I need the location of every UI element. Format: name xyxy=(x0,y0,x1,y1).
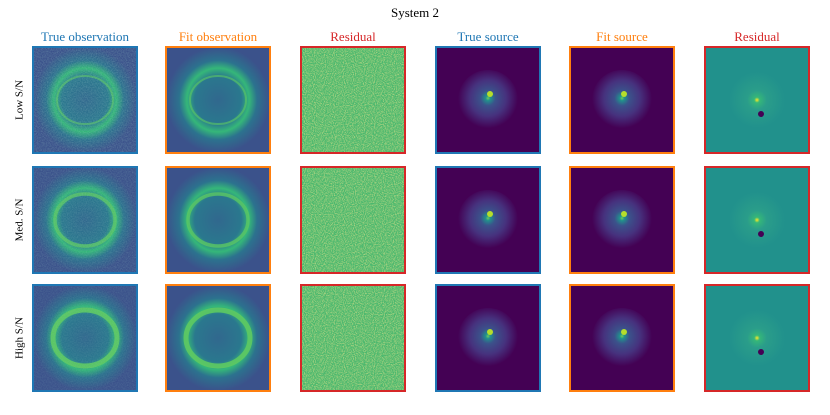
panel-image xyxy=(166,167,270,273)
residual-core xyxy=(729,192,785,248)
panel-frame xyxy=(435,46,541,154)
image-panel xyxy=(32,166,138,274)
panel-noise xyxy=(301,47,405,153)
source-blob xyxy=(592,190,652,250)
panel-noise xyxy=(301,285,405,391)
panel-frame xyxy=(300,284,406,392)
panel-frame xyxy=(435,284,541,392)
image-panel xyxy=(32,284,138,392)
image-panel xyxy=(435,46,541,154)
source-blob xyxy=(592,70,652,130)
source-blob xyxy=(458,308,518,368)
panel-noise xyxy=(301,167,405,273)
image-panel xyxy=(569,46,675,154)
panel-frame xyxy=(704,46,810,154)
panel-frame xyxy=(165,46,271,154)
image-panel xyxy=(704,46,810,154)
column-header: Fit source xyxy=(596,29,648,44)
panel-frame xyxy=(569,284,675,392)
panel-frame xyxy=(569,166,675,274)
image-panel xyxy=(569,284,675,392)
panel-noise xyxy=(33,167,137,273)
panel-noise xyxy=(301,167,405,273)
lens-ring xyxy=(186,192,250,248)
column-header: Fit observation xyxy=(179,29,258,44)
column-header: True source xyxy=(457,29,518,44)
residual-dip xyxy=(758,231,764,237)
panel-frame xyxy=(165,284,271,392)
source-blob xyxy=(592,308,652,368)
figure-title: System 2 xyxy=(391,5,439,20)
row-label: Low S/N xyxy=(14,80,26,120)
panel-noise xyxy=(33,285,137,391)
column-header: Residual xyxy=(330,29,376,44)
image-panel xyxy=(300,284,406,392)
panel-frame xyxy=(569,46,675,154)
source-spot xyxy=(487,211,493,217)
source-spot xyxy=(621,91,627,97)
image-panel xyxy=(435,284,541,392)
column-header: Residual xyxy=(734,29,780,44)
image-panel xyxy=(300,46,406,154)
image-panel xyxy=(32,46,138,154)
image-panel xyxy=(704,166,810,274)
panel-noise xyxy=(301,47,405,153)
image-panel xyxy=(165,284,271,392)
source-blob xyxy=(458,190,518,250)
panel-image xyxy=(166,47,270,153)
panel-frame xyxy=(32,166,138,274)
panel-image xyxy=(166,285,270,391)
residual-core xyxy=(729,72,785,128)
panel-noise xyxy=(301,285,405,391)
lens-ring xyxy=(183,307,253,369)
lens-ring xyxy=(189,75,247,125)
source-blob xyxy=(458,70,518,130)
residual-dip xyxy=(758,349,764,355)
image-panel xyxy=(704,284,810,392)
panel-frame xyxy=(300,166,406,274)
row-label: Med. S/N xyxy=(14,199,26,242)
panel-frame xyxy=(704,166,810,274)
residual-dip xyxy=(758,111,764,117)
image-panel xyxy=(435,166,541,274)
panel-frame xyxy=(300,46,406,154)
source-spot xyxy=(621,211,627,217)
panel-frame xyxy=(32,284,138,392)
source-spot xyxy=(487,329,493,335)
row-label: High S/N xyxy=(14,317,26,359)
panel-frame xyxy=(32,46,138,154)
panel-noise xyxy=(33,47,137,153)
panel-frame xyxy=(165,166,271,274)
panel-frame xyxy=(704,284,810,392)
image-panel xyxy=(165,46,271,154)
residual-core xyxy=(729,310,785,366)
column-header: True observation xyxy=(41,29,129,44)
panel-frame xyxy=(435,166,541,274)
image-panel xyxy=(300,166,406,274)
image-panel xyxy=(569,166,675,274)
source-spot xyxy=(621,329,627,335)
image-panel xyxy=(165,166,271,274)
source-spot xyxy=(487,91,493,97)
